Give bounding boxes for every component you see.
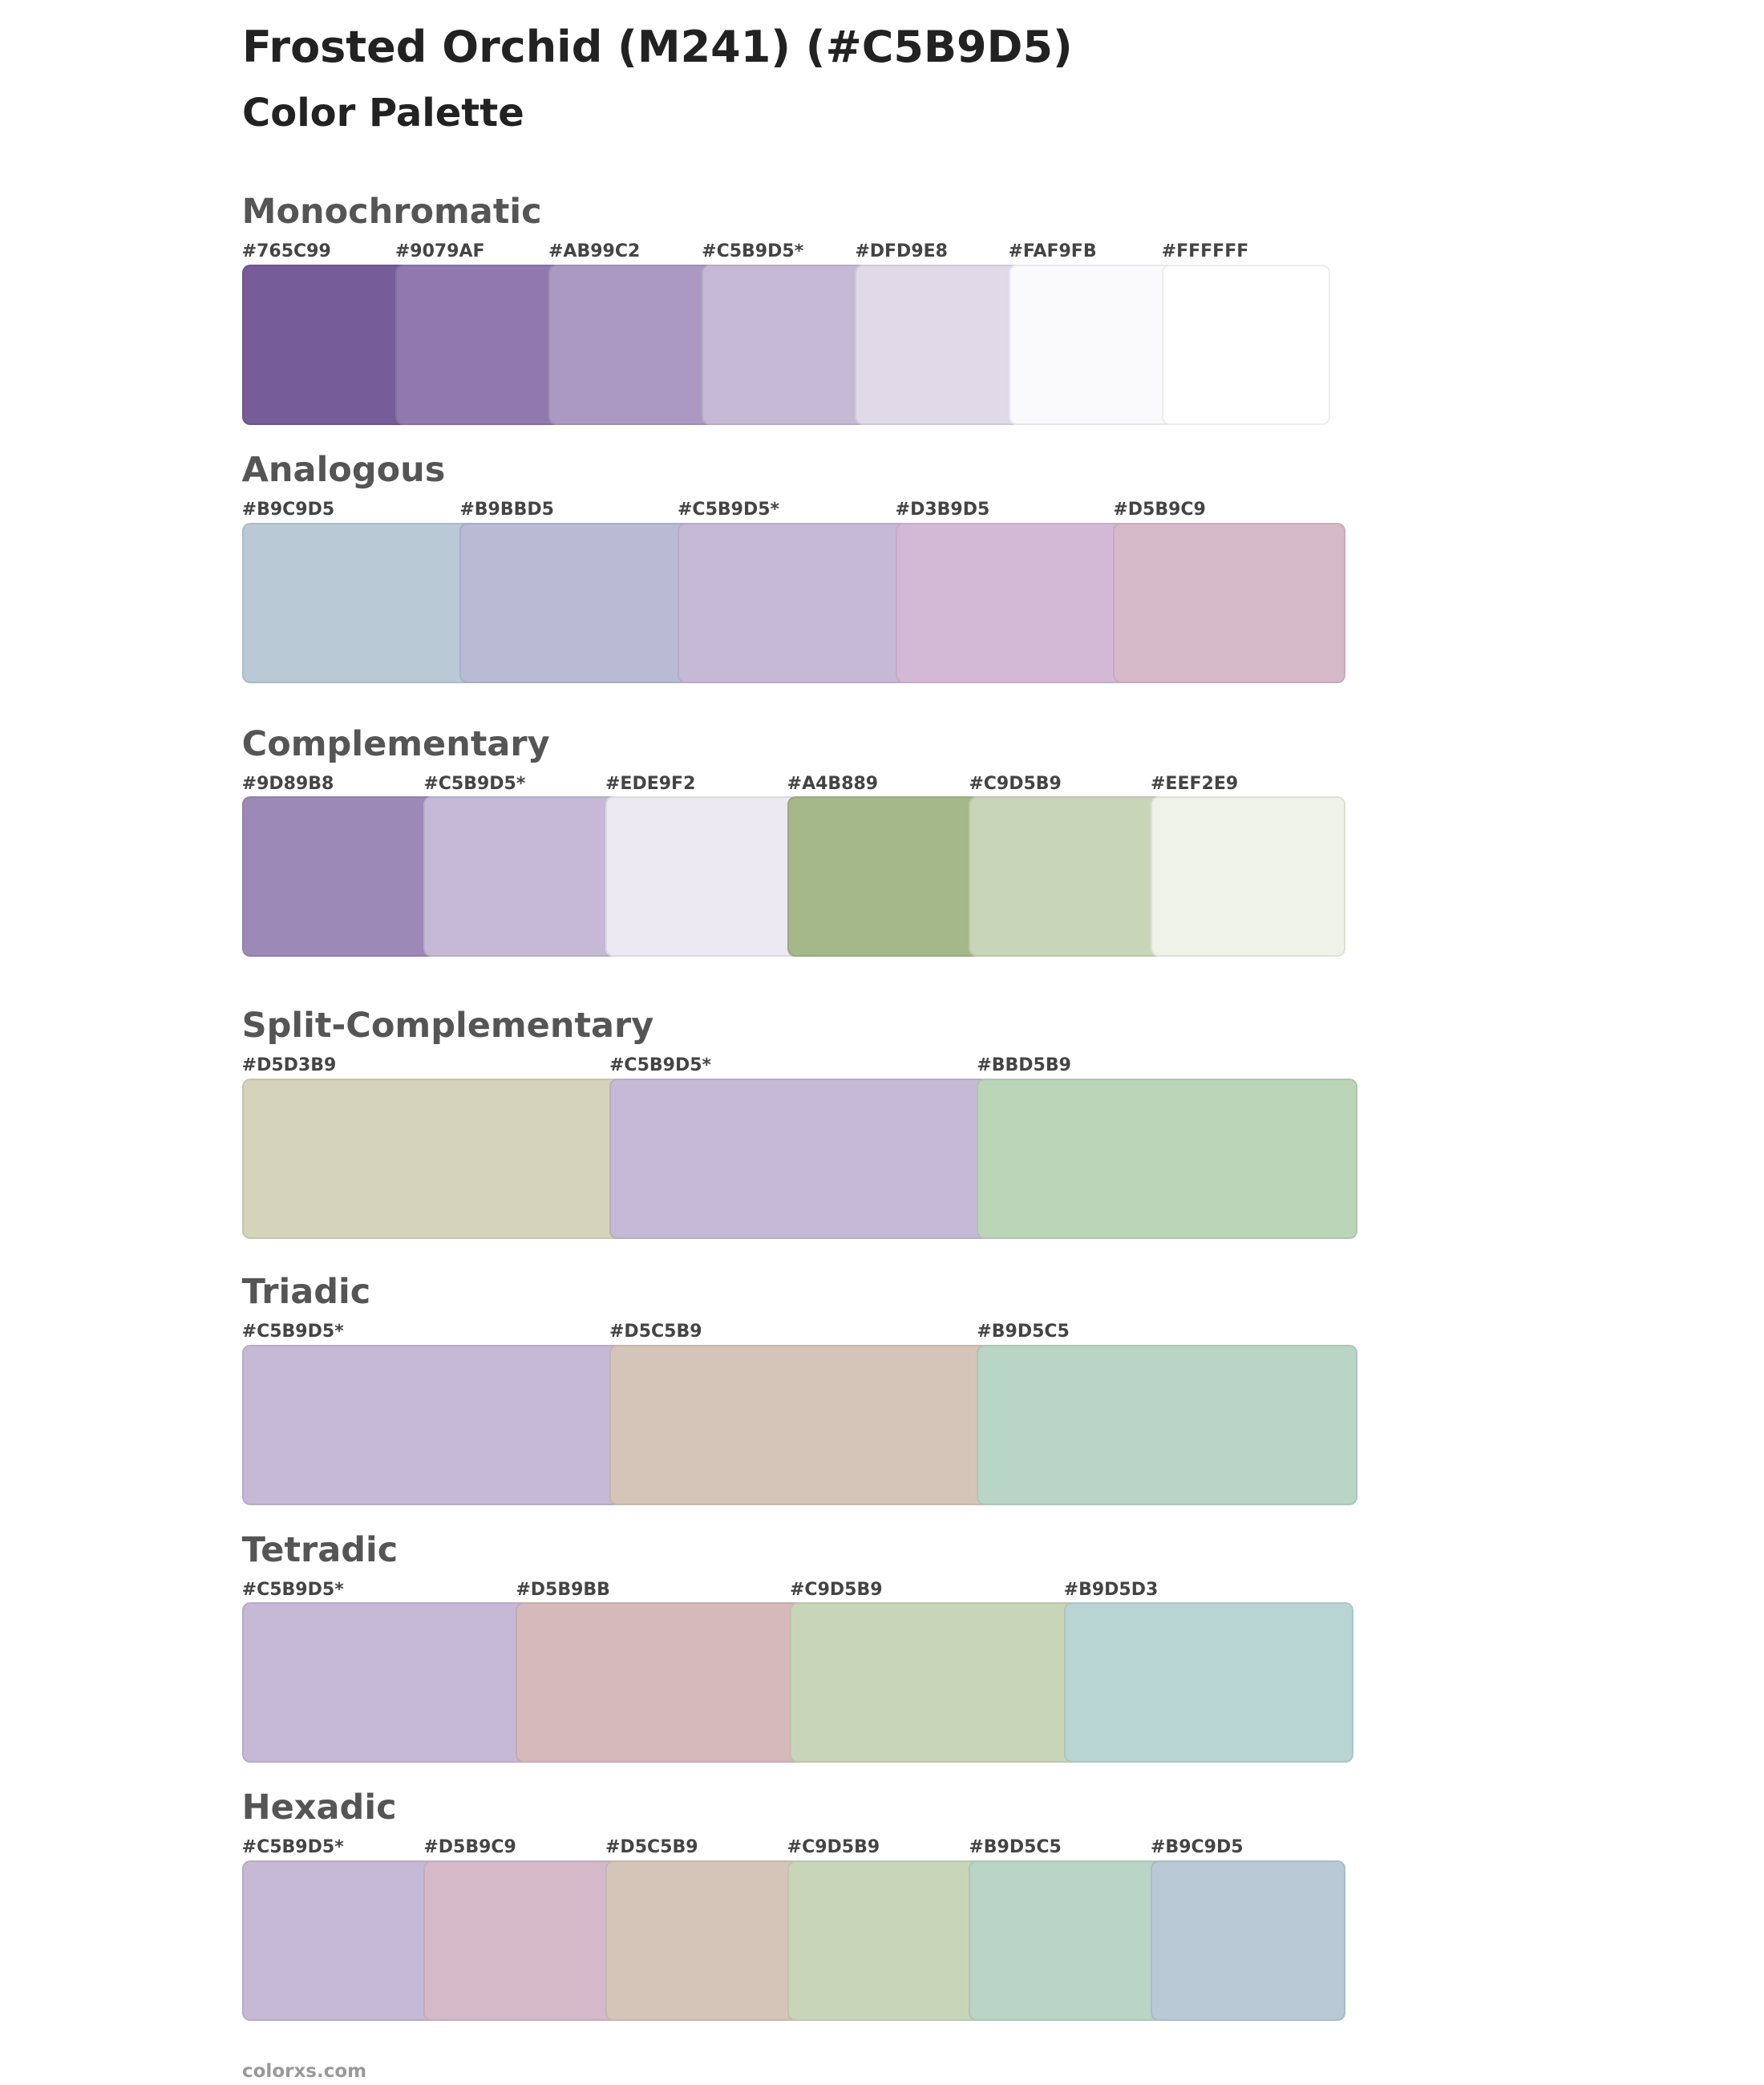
swatch-label: #FAF9FB	[1008, 241, 1097, 262]
swatch-label: #C5B9D5*	[241, 1579, 344, 1600]
swatch-label: #765C99	[241, 241, 331, 262]
swatch-label: #C9D5B9	[790, 1579, 883, 1600]
swatch-label: #DFD9E8	[855, 241, 948, 262]
color-swatch	[1063, 1602, 1354, 1763]
color-swatch	[241, 1079, 623, 1239]
color-swatch	[459, 522, 693, 683]
swatch-label: #C5B9D5*	[241, 1322, 344, 1342]
color-swatch	[977, 1344, 1358, 1505]
color-swatch	[394, 265, 564, 425]
swatch-label: #C5B9D5*	[423, 773, 526, 794]
swatch-label: #AB99C2	[548, 241, 641, 262]
title: Frosted Orchid (M241) (#C5B9D5)	[242, 22, 1073, 72]
swatch-label: #D5B9C9	[423, 1837, 516, 1858]
color-swatch	[702, 265, 871, 425]
swatch-label: #D5C5B9	[605, 1837, 698, 1858]
color-swatch	[241, 1344, 623, 1505]
color-swatch	[895, 522, 1128, 683]
swatch-label: #C5B9D5*	[702, 241, 804, 262]
color-swatch	[969, 1860, 1164, 2021]
color-swatch	[423, 1860, 619, 2021]
swatch-label: #D3B9D5	[895, 500, 990, 520]
color-swatch	[609, 1344, 990, 1505]
color-swatch	[855, 265, 1024, 425]
color-swatch	[241, 265, 411, 425]
swatch-label: #B9C9D5	[241, 500, 335, 520]
color-swatch	[1113, 522, 1346, 683]
swatch-label: #C5B9D5*	[241, 1837, 344, 1858]
swatch-label: #B9D5C5	[977, 1322, 1070, 1342]
color-swatch	[423, 796, 619, 957]
footer[interactable]: colorxs.com	[242, 2061, 367, 2082]
swatch-label: #9079AF	[394, 241, 485, 262]
color-swatch	[1151, 1860, 1346, 2021]
swatch-label: #FFFFFF	[1161, 241, 1249, 262]
color-swatch	[548, 265, 717, 425]
color-swatch	[787, 796, 982, 957]
swatch-label: #C9D5B9	[969, 773, 1062, 794]
section-heading: Tetradic	[241, 1529, 399, 1570]
section-heading: Triadic	[241, 1272, 371, 1312]
swatch-label: #C5B9D5*	[609, 1055, 712, 1076]
swatch-label: #D5C5B9	[609, 1322, 702, 1342]
swatch-label: #BBD5B9	[977, 1055, 1071, 1076]
color-swatch	[969, 796, 1164, 957]
section-heading: Monochromatic	[241, 192, 542, 233]
swatch-label: #C5B9D5*	[678, 500, 780, 520]
color-swatch	[790, 1602, 1080, 1763]
subtitle: Color Palette	[242, 91, 524, 136]
color-swatch	[241, 522, 475, 683]
section-heading: Analogous	[241, 450, 446, 490]
color-swatch	[241, 1860, 437, 2021]
swatch-label: #9D89B8	[241, 773, 334, 794]
swatch-label: #EEF2E9	[1151, 773, 1239, 794]
swatch-label: #B9D5D3	[1063, 1579, 1159, 1600]
color-swatch	[1161, 265, 1330, 425]
color-swatch	[241, 796, 437, 957]
color-swatch	[241, 1602, 532, 1763]
section-heading: Hexadic	[241, 1787, 397, 1828]
swatch-label: #C9D5B9	[787, 1837, 880, 1858]
color-swatch	[609, 1079, 990, 1239]
color-swatch	[977, 1079, 1358, 1239]
swatch-label: #B9D5C5	[969, 1837, 1062, 1858]
swatch-label: #EDE9F2	[605, 773, 696, 794]
swatch-label: #B9BBD5	[459, 500, 554, 520]
swatch-label: #B9C9D5	[1151, 1837, 1244, 1858]
color-swatch	[678, 522, 910, 683]
section-heading: Complementary	[241, 723, 550, 764]
swatch-label: #A4B889	[787, 773, 879, 794]
color-swatch	[1008, 265, 1177, 425]
swatch-label: #D5B9C9	[1113, 500, 1206, 520]
color-swatch	[605, 1860, 801, 2021]
color-swatch	[1151, 796, 1346, 957]
section-heading: Split-Complementary	[241, 1006, 654, 1047]
swatch-label: #D5B9BB	[516, 1579, 610, 1600]
color-swatch	[787, 1860, 982, 2021]
color-swatch	[516, 1602, 806, 1763]
color-swatch	[605, 796, 801, 957]
swatch-label: #D5D3B9	[241, 1055, 337, 1076]
